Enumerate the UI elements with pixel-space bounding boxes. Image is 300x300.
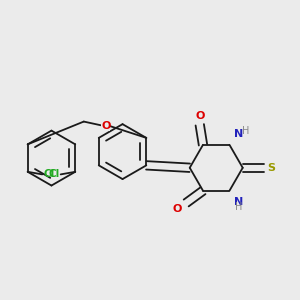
Text: Cl: Cl <box>44 169 55 179</box>
Text: N: N <box>234 196 243 206</box>
Text: N: N <box>234 129 243 139</box>
Text: Cl: Cl <box>48 169 59 179</box>
Text: H: H <box>235 202 242 212</box>
Text: O: O <box>101 121 110 131</box>
Text: S: S <box>268 163 276 173</box>
Text: H: H <box>242 126 249 136</box>
Text: O: O <box>173 204 182 214</box>
Text: O: O <box>195 111 204 121</box>
